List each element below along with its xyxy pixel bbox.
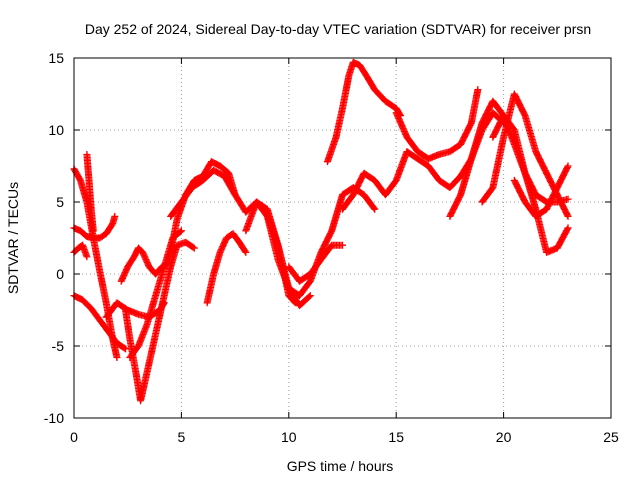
data-point	[189, 243, 197, 251]
x-tick-label: 0	[70, 429, 78, 445]
x-tick-label: 10	[281, 429, 297, 445]
y-tick-label: -5	[52, 338, 65, 354]
x-tick-labels: 0 5 10 15 20 25	[70, 429, 619, 445]
data-point	[563, 225, 571, 233]
series-pass-9	[126, 227, 185, 362]
data-point	[564, 224, 572, 232]
y-tick-label: 5	[56, 194, 64, 210]
data-point	[160, 300, 167, 308]
series-pass-5	[83, 150, 97, 235]
data-point	[370, 204, 378, 212]
x-tick-label: 5	[178, 429, 186, 445]
series-pass-14	[285, 241, 346, 285]
data-point	[176, 228, 184, 236]
x-tick-label: 15	[388, 429, 404, 445]
y-tick-labels: -10 -5 0 5 10 15	[44, 50, 64, 426]
data-points	[70, 58, 572, 405]
x-tick-label: 25	[603, 429, 619, 445]
series-pass-17	[392, 86, 482, 163]
series-pass-13	[263, 184, 379, 300]
axis-ticks	[73, 57, 612, 419]
data-point	[113, 354, 121, 362]
series-pass-11	[203, 230, 250, 307]
data-point	[177, 227, 185, 235]
data-point	[564, 162, 572, 170]
series-pass-20	[489, 112, 572, 256]
plot-frame	[73, 57, 612, 419]
chart-title: Day 252 of 2024, Sidereal Day-to-day VTE…	[85, 21, 591, 37]
data-point	[242, 248, 250, 256]
y-tick-label: 10	[48, 122, 64, 138]
data-point	[306, 292, 314, 300]
data-point	[111, 212, 119, 220]
series-pass-15	[323, 58, 404, 166]
series-pass-21	[510, 162, 572, 220]
data-point	[89, 227, 97, 235]
series-pass-2	[70, 165, 121, 362]
data-point	[563, 211, 571, 219]
data-point	[371, 205, 379, 213]
data-point	[474, 86, 482, 94]
data-point	[241, 247, 249, 255]
y-tick-label: -10	[44, 410, 64, 426]
data-point	[83, 253, 91, 261]
y-axis-label: SDTVAR / TECUs	[5, 182, 21, 294]
data-point	[563, 163, 571, 171]
series-pass-4	[70, 241, 91, 261]
series-pass-3	[70, 212, 119, 242]
x-tick-label: 20	[496, 429, 512, 445]
data-point	[190, 244, 198, 252]
series-pass-16	[339, 109, 508, 213]
y-tick-label: 0	[56, 266, 64, 282]
data-point	[564, 212, 572, 220]
series-pass-1	[70, 292, 130, 353]
data-point	[120, 344, 128, 352]
series-pass-8	[102, 299, 168, 321]
data-point	[339, 241, 346, 249]
data-point	[160, 299, 168, 307]
data-point	[305, 293, 313, 301]
series-pass-7	[122, 238, 198, 405]
data-point	[564, 195, 572, 203]
y-tick-label: 15	[48, 50, 64, 66]
x-axis-label: GPS time / hours	[287, 458, 394, 474]
data-point	[122, 345, 130, 353]
